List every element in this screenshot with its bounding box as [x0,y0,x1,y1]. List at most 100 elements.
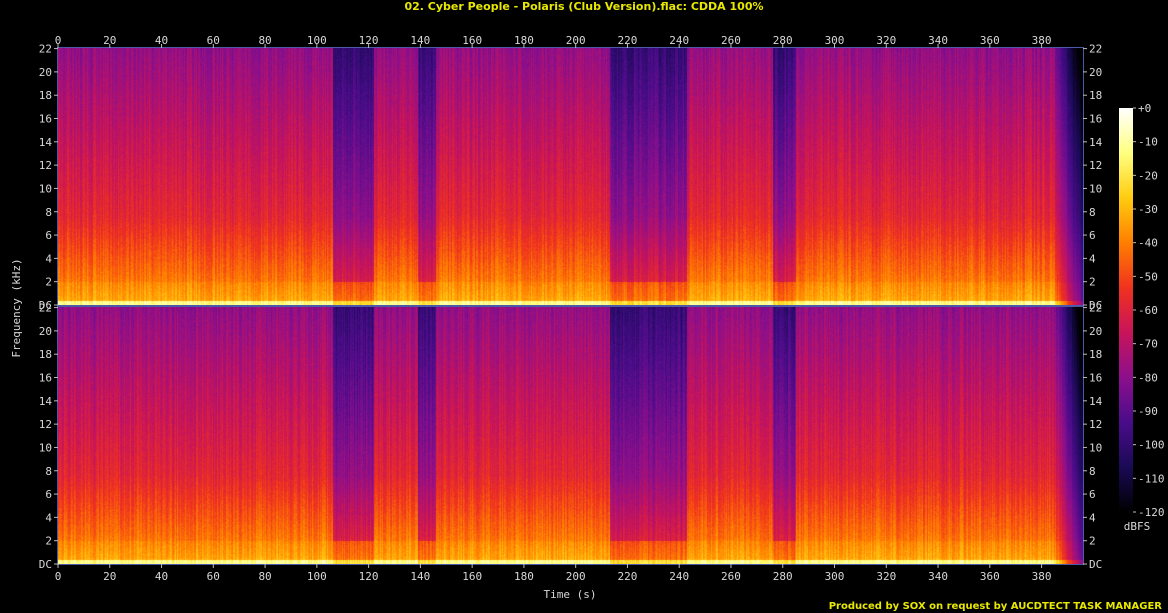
colorbar-tick-label: -30 [1138,203,1158,216]
x-tick-label: 280 [773,34,793,47]
colorbar-tick-label: -70 [1138,338,1158,351]
spectrogram-channel-2 [58,307,1083,564]
x-tick-label: 140 [410,570,430,583]
x-tick-label: 140 [410,34,430,47]
spectrogram-channel-1 [58,48,1083,305]
x-tick-label: 360 [980,34,1000,47]
y-tick-label: DC [39,558,52,571]
x-tick-label: 260 [721,570,741,583]
y-tick-label: 18 [39,89,52,102]
y-tick-label: 8 [1089,465,1096,478]
y-tick-label: 20 [1089,66,1102,79]
x-tick-label: 320 [876,34,896,47]
y-tick-label: 12 [1089,159,1102,172]
x-tick-label: 220 [618,570,638,583]
x-tick-label: 100 [307,570,327,583]
x-tick-label: 300 [825,34,845,47]
x-tick-label: 80 [258,34,271,47]
x-tick-label: 360 [980,570,1000,583]
x-tick-label: 380 [1032,34,1052,47]
y-tick-label: 10 [1089,182,1102,195]
y-tick-label: 20 [1089,325,1102,338]
x-tick-label: 120 [359,570,379,583]
panel-frame-1 [57,47,1084,306]
x-tick-label: 160 [462,570,482,583]
y-tick-label: 10 [39,441,52,454]
y-tick-label: 10 [1089,441,1102,454]
y-tick-label: 6 [1089,229,1096,242]
y-tick-label: 16 [39,113,52,126]
x-tick-label: 20 [103,570,116,583]
colorbar-tick-label: -10 [1138,136,1158,149]
y-tick-label: 6 [45,488,52,501]
colorbar-tick-label: -20 [1138,169,1158,182]
y-tick-label: 2 [45,535,52,548]
y-tick-label: 14 [1089,395,1103,408]
y-tick-label: 2 [1089,276,1096,289]
x-tick-label: 180 [514,34,534,47]
x-tick-label: 320 [876,570,896,583]
y-tick-label: 10 [39,182,52,195]
x-tick-label: 260 [721,34,741,47]
y-tick-label: 8 [1089,206,1096,219]
y-tick-label: 6 [1089,488,1096,501]
x-tick-label: 100 [307,34,327,47]
y-tick-label: 16 [1089,113,1102,126]
y-tick-label: 22 [1089,43,1102,56]
credit-text: Produced by SOX on request by AUCDTECT T… [828,601,1162,612]
x-tick-label: 280 [773,570,793,583]
chart-title: 02. Cyber People - Polaris (Club Version… [404,0,764,13]
x-tick-label: 40 [155,570,168,583]
y-tick-label: 20 [39,325,52,338]
x-tick-label: 40 [155,34,168,47]
y-tick-label: 20 [39,66,52,79]
x-tick-label: 120 [359,34,379,47]
y-tick-label: 16 [1089,372,1102,385]
colorbar-scale [1119,108,1133,512]
colorbar-tick-label: -90 [1138,405,1158,418]
y-tick-label: 4 [45,252,52,265]
x-tick-label: 60 [207,570,220,583]
x-tick-label: 340 [928,570,948,583]
colorbar-label: dBFS [1124,520,1151,533]
y-tick-label: 6 [45,229,52,242]
y-tick-label: 4 [45,511,52,524]
y-tick-label: 18 [1089,89,1102,102]
colorbar-tick-label: -40 [1138,237,1158,250]
x-tick-label: 0 [55,570,62,583]
y-tick-label: 22 [39,43,52,56]
y-tick-label: 18 [1089,348,1102,361]
x-ticks-bottom: 0 20 40 60 80 100 120 140 160 180 200 220 240 260 280 3… [55,564,1052,583]
colorbar-tick-label: +0 [1138,102,1151,115]
panel-frame-2 [57,306,1084,565]
spectrogram-panels [58,48,1083,564]
x-ticks-top: 0 20 40 60 80 100 120 140 160 180 200 220 240 260 280 3… [55,34,1052,48]
plot-frames [57,47,1084,565]
y-tick-label: 4 [1089,252,1096,265]
x-tick-label: 80 [258,570,271,583]
x-tick-label: 380 [1032,570,1052,583]
y-tick-label: 12 [39,418,52,431]
y-tick-label: 12 [39,159,52,172]
y-tick-label: 22 [39,302,52,315]
x-tick-label: 200 [566,34,586,47]
x-tick-label: 340 [928,34,948,47]
x-axis-label: Time (s) [544,588,597,601]
y-tick-label: DC [1089,299,1102,312]
y-tick-label: DC [39,299,52,312]
colorbar-tick-label: -60 [1138,304,1158,317]
colorbar-tick-label: -50 [1138,270,1158,283]
y-tick-label: 2 [45,276,52,289]
x-tick-label: 300 [825,570,845,583]
x-tick-label: 200 [566,570,586,583]
y-tick-label: 8 [45,465,52,478]
y-tick-label: 14 [39,395,53,408]
y-tick-label: 8 [45,206,52,219]
x-tick-label: 0 [55,34,62,47]
x-tick-label: 180 [514,570,534,583]
y-tick-label: 12 [1089,418,1102,431]
x-tick-label: 60 [207,34,220,47]
colorbar-tick-label: -80 [1138,371,1158,384]
